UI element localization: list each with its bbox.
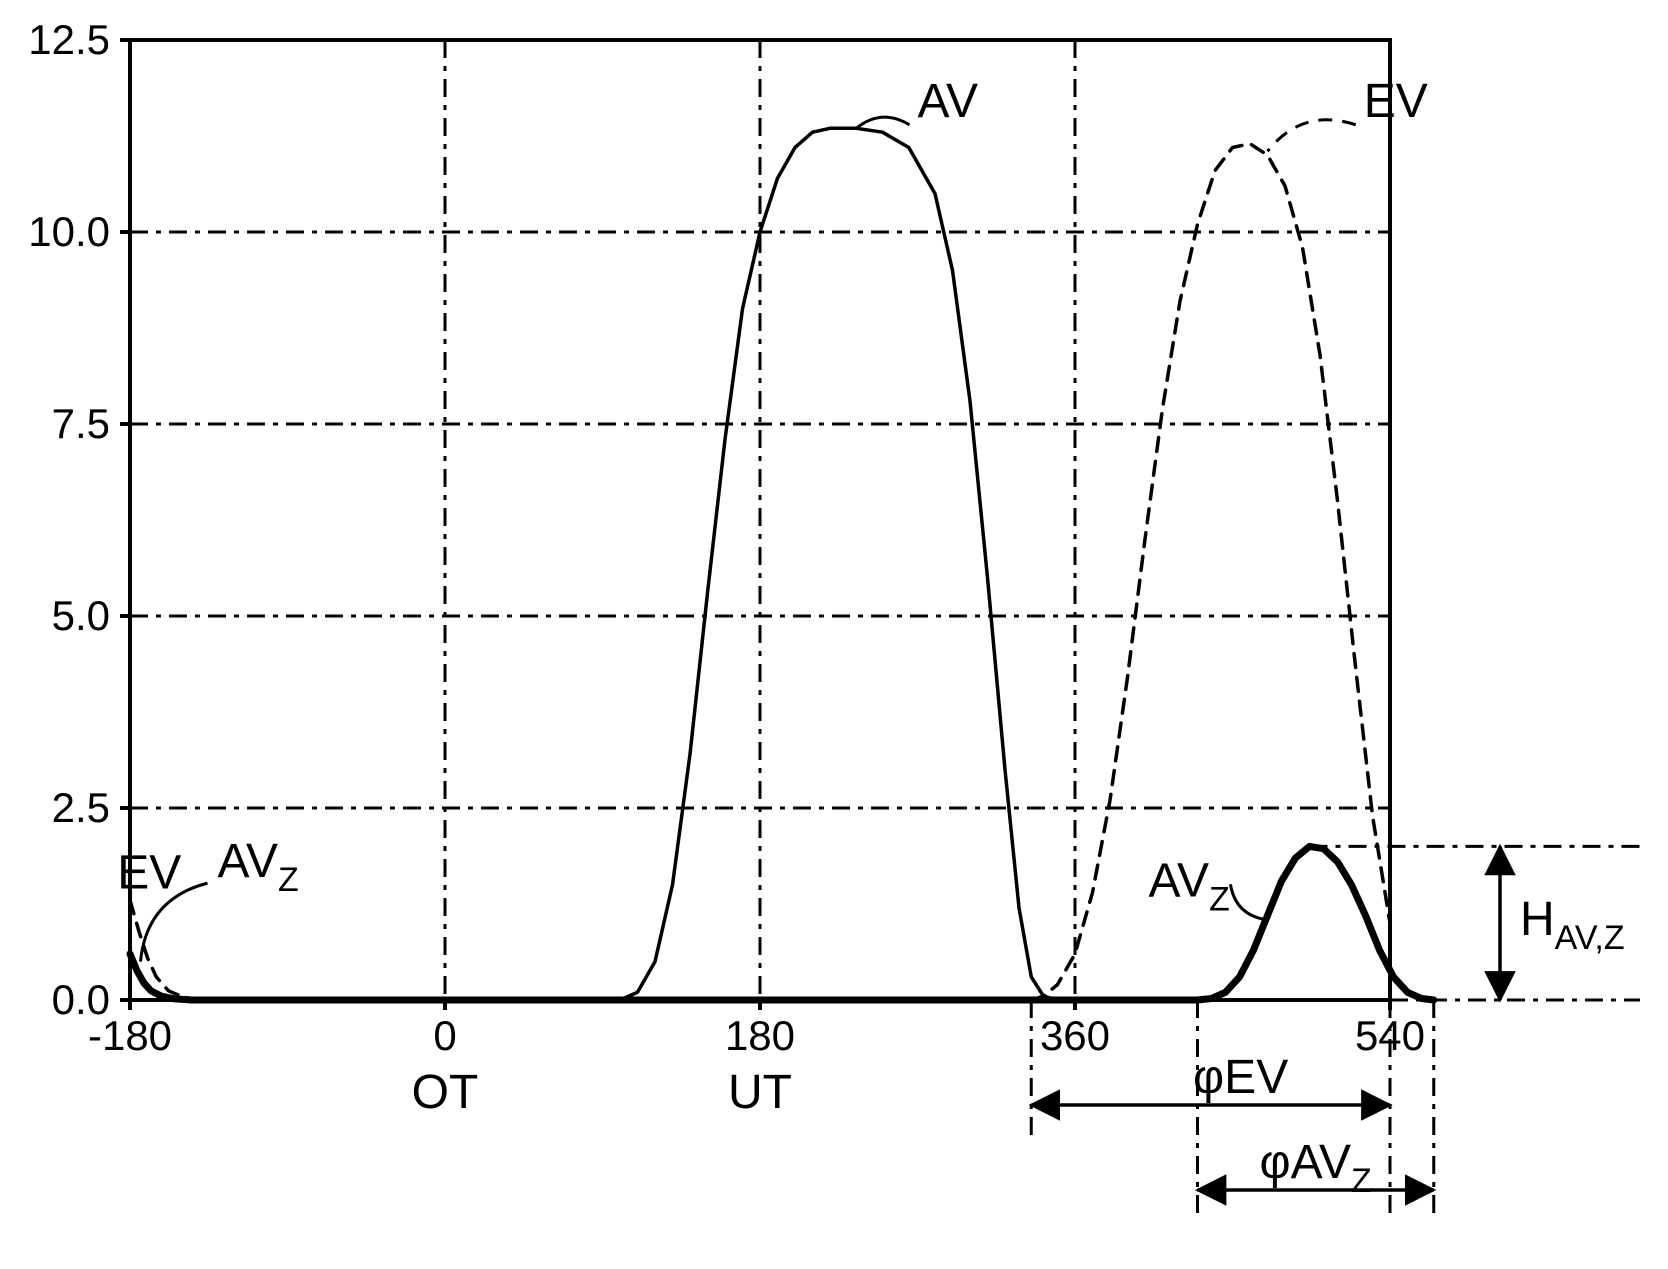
label-havz: HAV,Z bbox=[1520, 893, 1625, 957]
leader-av bbox=[856, 117, 909, 128]
chart-svg: 0.02.55.07.510.012.5-1800OT180UT360540 A… bbox=[0, 0, 1668, 1269]
xtick-label: 180 bbox=[725, 1012, 795, 1059]
xtick-label: -180 bbox=[88, 1012, 172, 1059]
label-av: AV bbox=[918, 75, 978, 128]
label-phiev: φEV bbox=[1193, 1051, 1288, 1104]
series-AVZ bbox=[130, 846, 1434, 1000]
series-EV_left bbox=[130, 900, 200, 1000]
leader-avz-right bbox=[1231, 884, 1265, 919]
xtick-sublabel: OT bbox=[412, 1066, 479, 1119]
ytick-label: 2.5 bbox=[52, 784, 110, 831]
ytick-label: 10.0 bbox=[28, 208, 110, 255]
series-AV bbox=[620, 128, 1058, 1000]
ytick-label: 5.0 bbox=[52, 592, 110, 639]
label-ev-left: EV bbox=[117, 847, 181, 900]
axis-layer: 0.02.55.07.510.012.5-1800OT180UT360540 bbox=[28, 16, 1425, 1119]
label-avz-left: AVZ bbox=[218, 835, 299, 899]
ytick-label: 7.5 bbox=[52, 400, 110, 447]
series-EV_right bbox=[1031, 144, 1390, 1000]
xtick-label: 0 bbox=[433, 1012, 456, 1059]
label-ev-right: EV bbox=[1364, 75, 1428, 128]
label-avz-right: AVZ bbox=[1149, 854, 1230, 918]
series-layer bbox=[130, 128, 1434, 1000]
xtick-sublabel: UT bbox=[728, 1066, 792, 1119]
valve-lift-chart: 0.02.55.07.510.012.5-1800OT180UT360540 A… bbox=[0, 0, 1668, 1269]
leader-ev bbox=[1268, 120, 1356, 152]
xtick-label: 360 bbox=[1040, 1012, 1110, 1059]
ytick-label: 12.5 bbox=[28, 16, 110, 63]
